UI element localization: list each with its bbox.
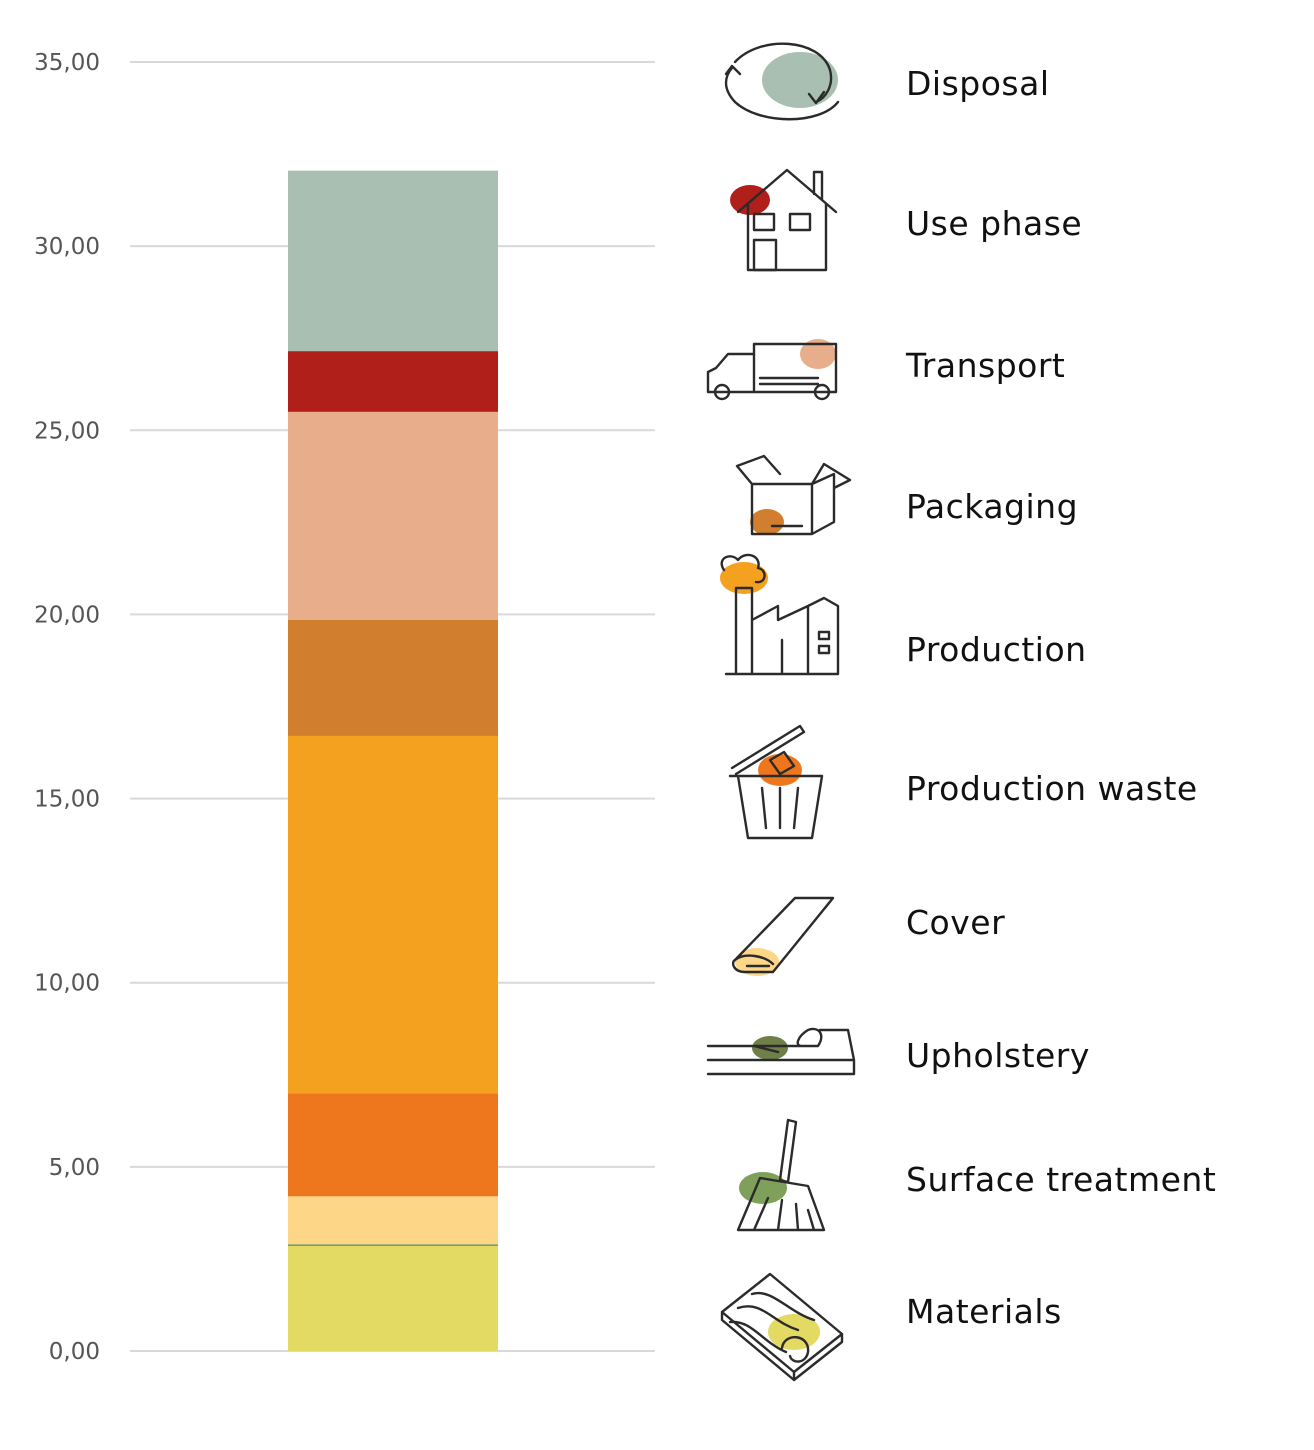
legend-label: Materials (906, 1292, 1062, 1331)
truck-icon (706, 339, 838, 401)
bar-segment-production-waste (288, 735, 498, 1094)
legend-label: Surface treatment (906, 1160, 1216, 1199)
y-tick-label: 5,00 (49, 1155, 100, 1181)
legend-label: Cover (906, 903, 1005, 942)
recycle-icon (724, 42, 840, 121)
legend-item: Packaging (735, 454, 1078, 536)
legend-label: Production (906, 630, 1087, 669)
house-icon (730, 168, 838, 272)
brush-icon (736, 1118, 826, 1232)
legend-label: Transport (905, 346, 1065, 385)
y-tick-label: 20,00 (34, 602, 100, 628)
bar-segment-upholstery (288, 1196, 498, 1245)
upholstery-foam-icon (706, 1027, 856, 1076)
legend-item: Production waste (728, 724, 1198, 840)
legend-label: Upholstery (906, 1036, 1090, 1075)
legend-item: Surface treatment (736, 1118, 1216, 1232)
fabric-roll-icon (731, 896, 835, 976)
y-tick-label: 0,00 (49, 1339, 100, 1365)
bar-segment-transport (288, 351, 498, 412)
y-axis-ticks: 0,00 5,00 10,00 15,00 20,00 25,00 30,00 35,00 (34, 50, 100, 1365)
legend-item: Disposal (724, 42, 1050, 121)
trash-bin-icon (728, 724, 824, 840)
bar-segment-production (288, 619, 498, 736)
stacked-bar (288, 170, 498, 1351)
legend-label: Disposal (906, 64, 1050, 103)
legend-label: Packaging (906, 487, 1078, 526)
y-tick-label: 25,00 (34, 418, 100, 444)
y-tick-label: 30,00 (34, 234, 100, 260)
bar-segment-use-phase (288, 170, 498, 352)
bar-segment-surface-treatment (288, 1244, 498, 1247)
bar-segment-materials (288, 1246, 498, 1351)
y-tick-label: 15,00 (34, 787, 100, 813)
y-tick-label: 10,00 (34, 971, 100, 997)
legend-item: Production (720, 553, 1087, 676)
legend-item: Transport (706, 339, 1065, 401)
legend-item: Cover (731, 896, 1005, 976)
legend-label: Use phase (906, 204, 1082, 243)
legend: Disposal Use phase Transport Packaging Produ… (706, 42, 1216, 1382)
y-tick-label: 35,00 (34, 50, 100, 76)
legend-item: Upholstery (706, 1027, 1090, 1076)
bar-segment-cover (288, 1093, 498, 1197)
factory-icon (720, 553, 840, 676)
legend-item: Materials (720, 1272, 1062, 1382)
box-icon (735, 454, 852, 536)
bar-segment-packaging (288, 411, 498, 620)
legend-label: Production waste (906, 769, 1198, 808)
legend-item: Use phase (730, 168, 1082, 272)
wood-plank-icon (720, 1272, 844, 1382)
